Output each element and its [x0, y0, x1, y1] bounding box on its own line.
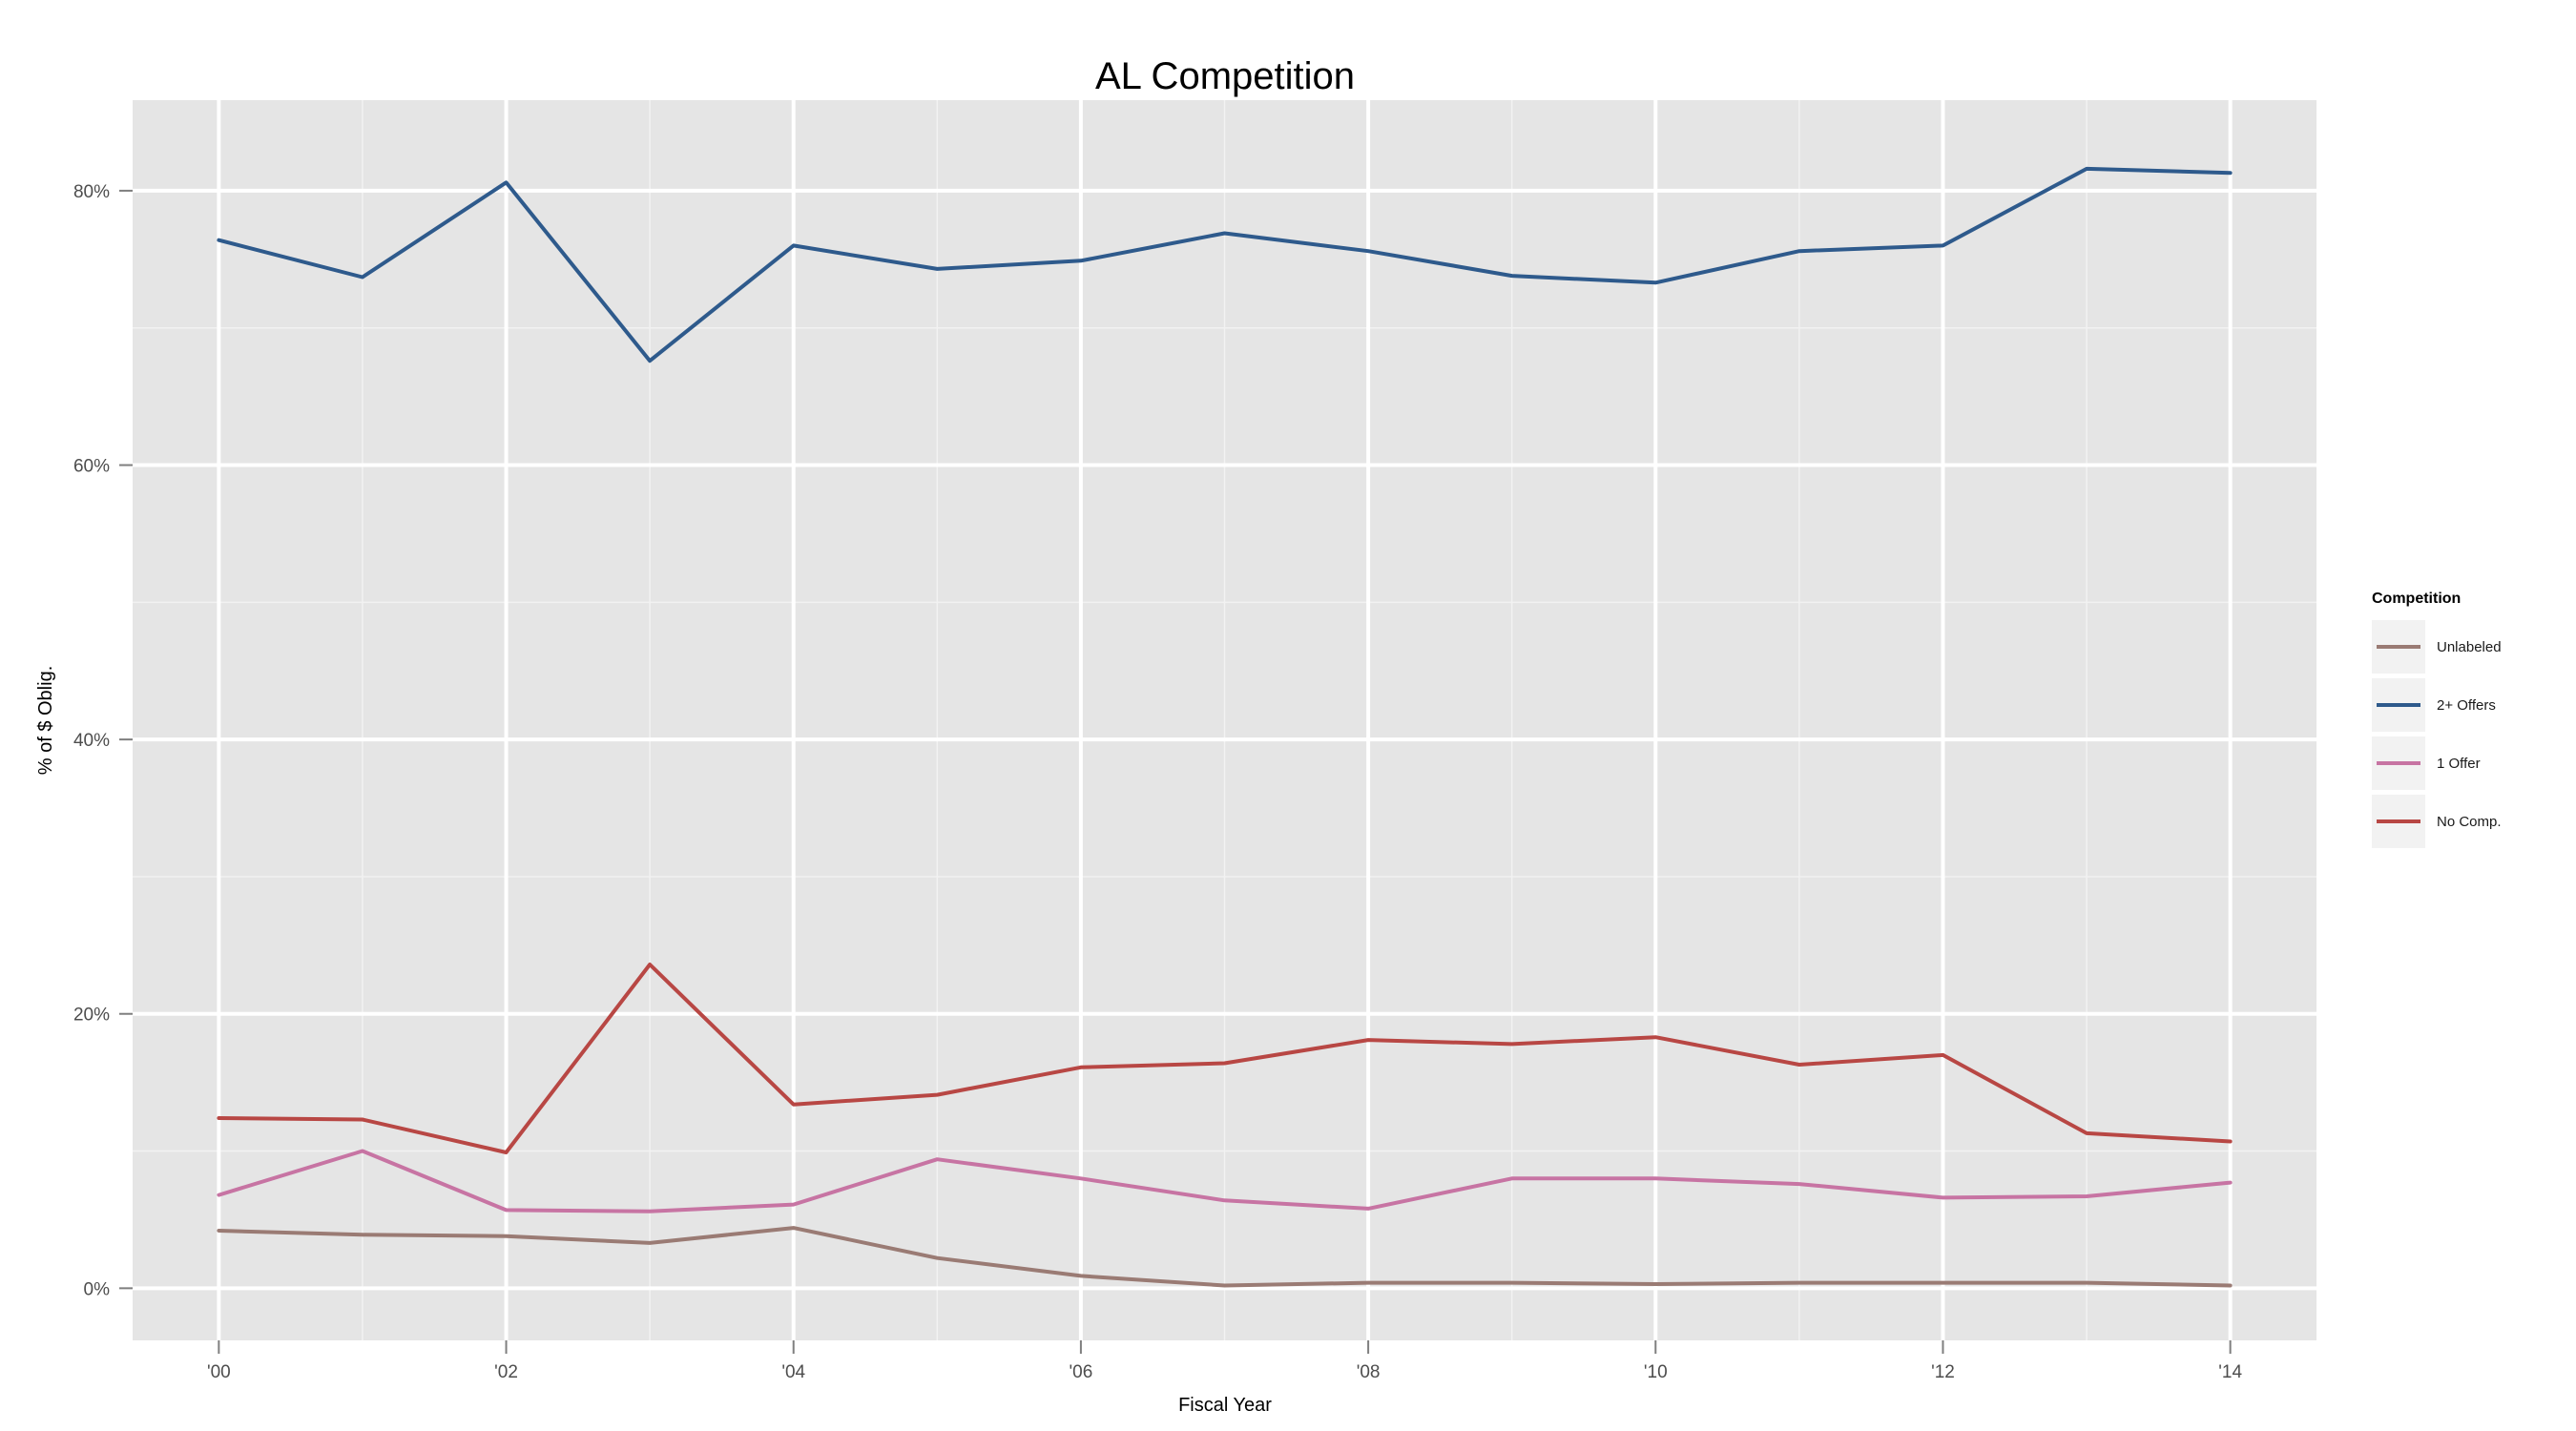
y-axis-title: % of $ Oblig. [35, 666, 56, 776]
series-line-unlabeled [217, 1226, 2233, 1288]
series-line-no-comp [217, 963, 2233, 1154]
y-tick-label: 40% [73, 731, 110, 751]
legend-label: 2+ Offers [2437, 697, 2496, 714]
x-tick-label: '06 [1070, 1362, 1093, 1382]
x-axis-title: Fiscal Year [1178, 1395, 1272, 1416]
series-line-1-offer [217, 1149, 2233, 1213]
x-tick-label: '04 [781, 1362, 805, 1382]
legend-label: Unlabeled [2437, 639, 2502, 655]
series-line-2-offers [217, 166, 2233, 363]
x-tick-label: '12 [1931, 1362, 1955, 1382]
x-tick-label: '10 [1644, 1362, 1668, 1382]
x-tick-label: '02 [494, 1362, 518, 1382]
series-lines [217, 166, 2233, 1288]
y-tick-label: 0% [84, 1279, 111, 1299]
x-tick-label: '08 [1357, 1362, 1381, 1382]
x-tick-label: '14 [2218, 1362, 2242, 1382]
legend-title: Competition [2372, 591, 2461, 607]
x-tick-label: '00 [207, 1362, 231, 1382]
y-tick-label: 20% [73, 1006, 110, 1026]
legend: Competition Unlabeled 2+ Offers 1 Offer No … [2372, 591, 2502, 848]
y-tick-label: 60% [73, 457, 110, 477]
y-tick-label: 80% [73, 182, 110, 202]
legend-label: 1 Offer [2437, 756, 2481, 772]
axes: 0% 20% 40% 60% 80% '00 '02 '04 '06 '08 '10 '12 '14 [73, 182, 2242, 1382]
chart-title: AL Competition [1095, 55, 1355, 97]
legend-label: No Comp. [2437, 814, 2502, 830]
